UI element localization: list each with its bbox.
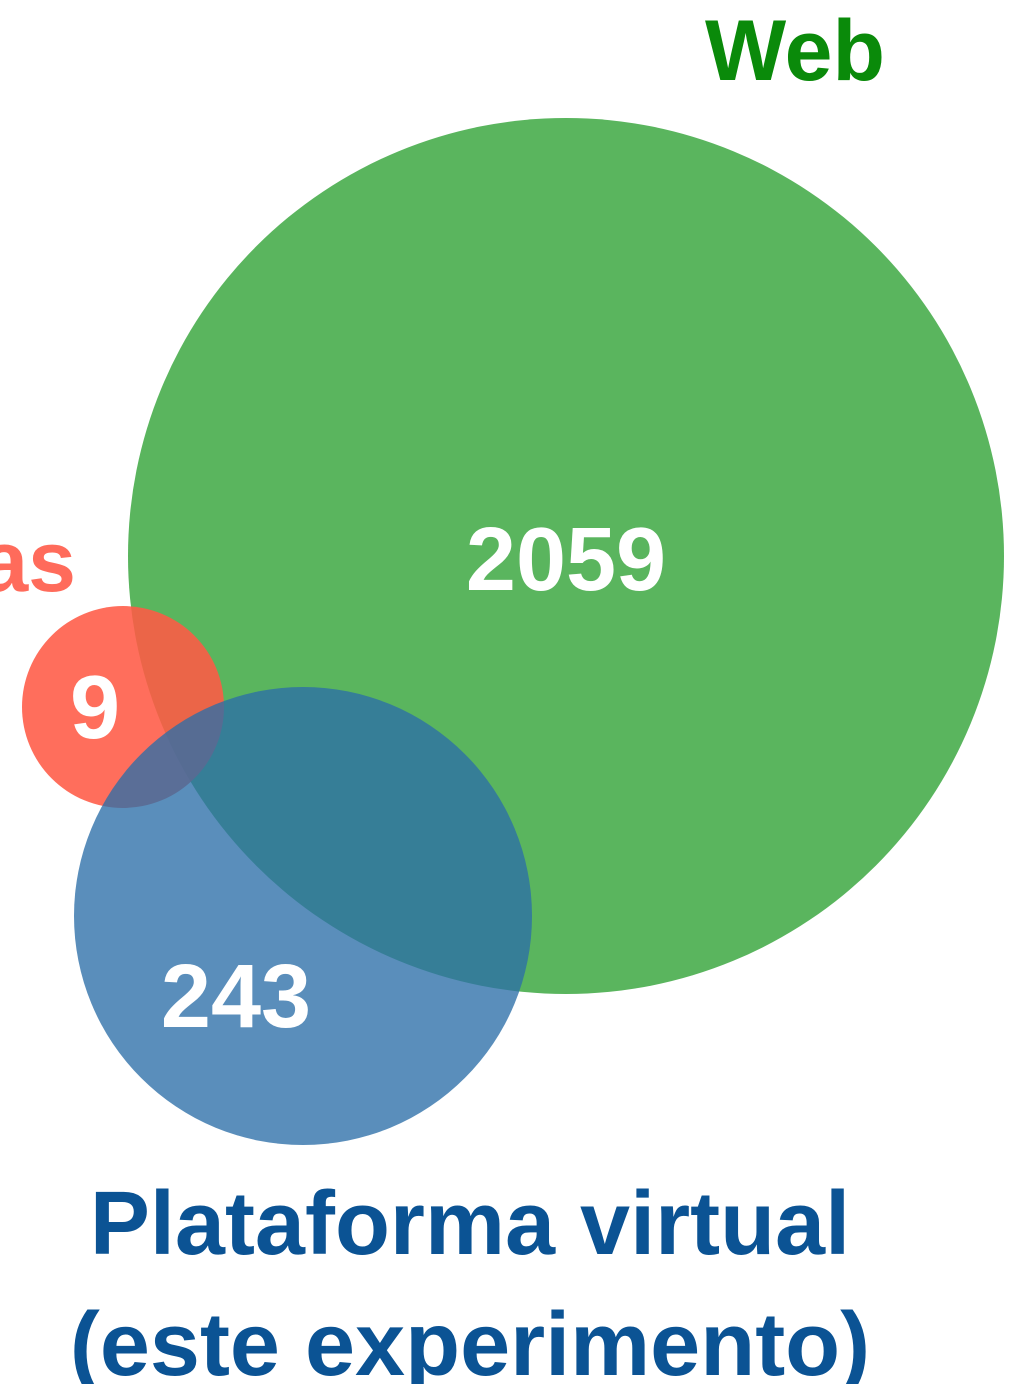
platform-set-label-line2: (este experimento) <box>70 1295 870 1384</box>
platform-count: 243 <box>161 947 311 1047</box>
web-set-label: Web <box>705 3 885 99</box>
left-count: 9 <box>70 658 120 758</box>
platform-set-label-line1: Plataforma virtual <box>90 1174 850 1274</box>
web-count: 2059 <box>466 510 666 610</box>
left-set-label: as <box>0 514 76 610</box>
platform-set-circle <box>74 687 532 1145</box>
